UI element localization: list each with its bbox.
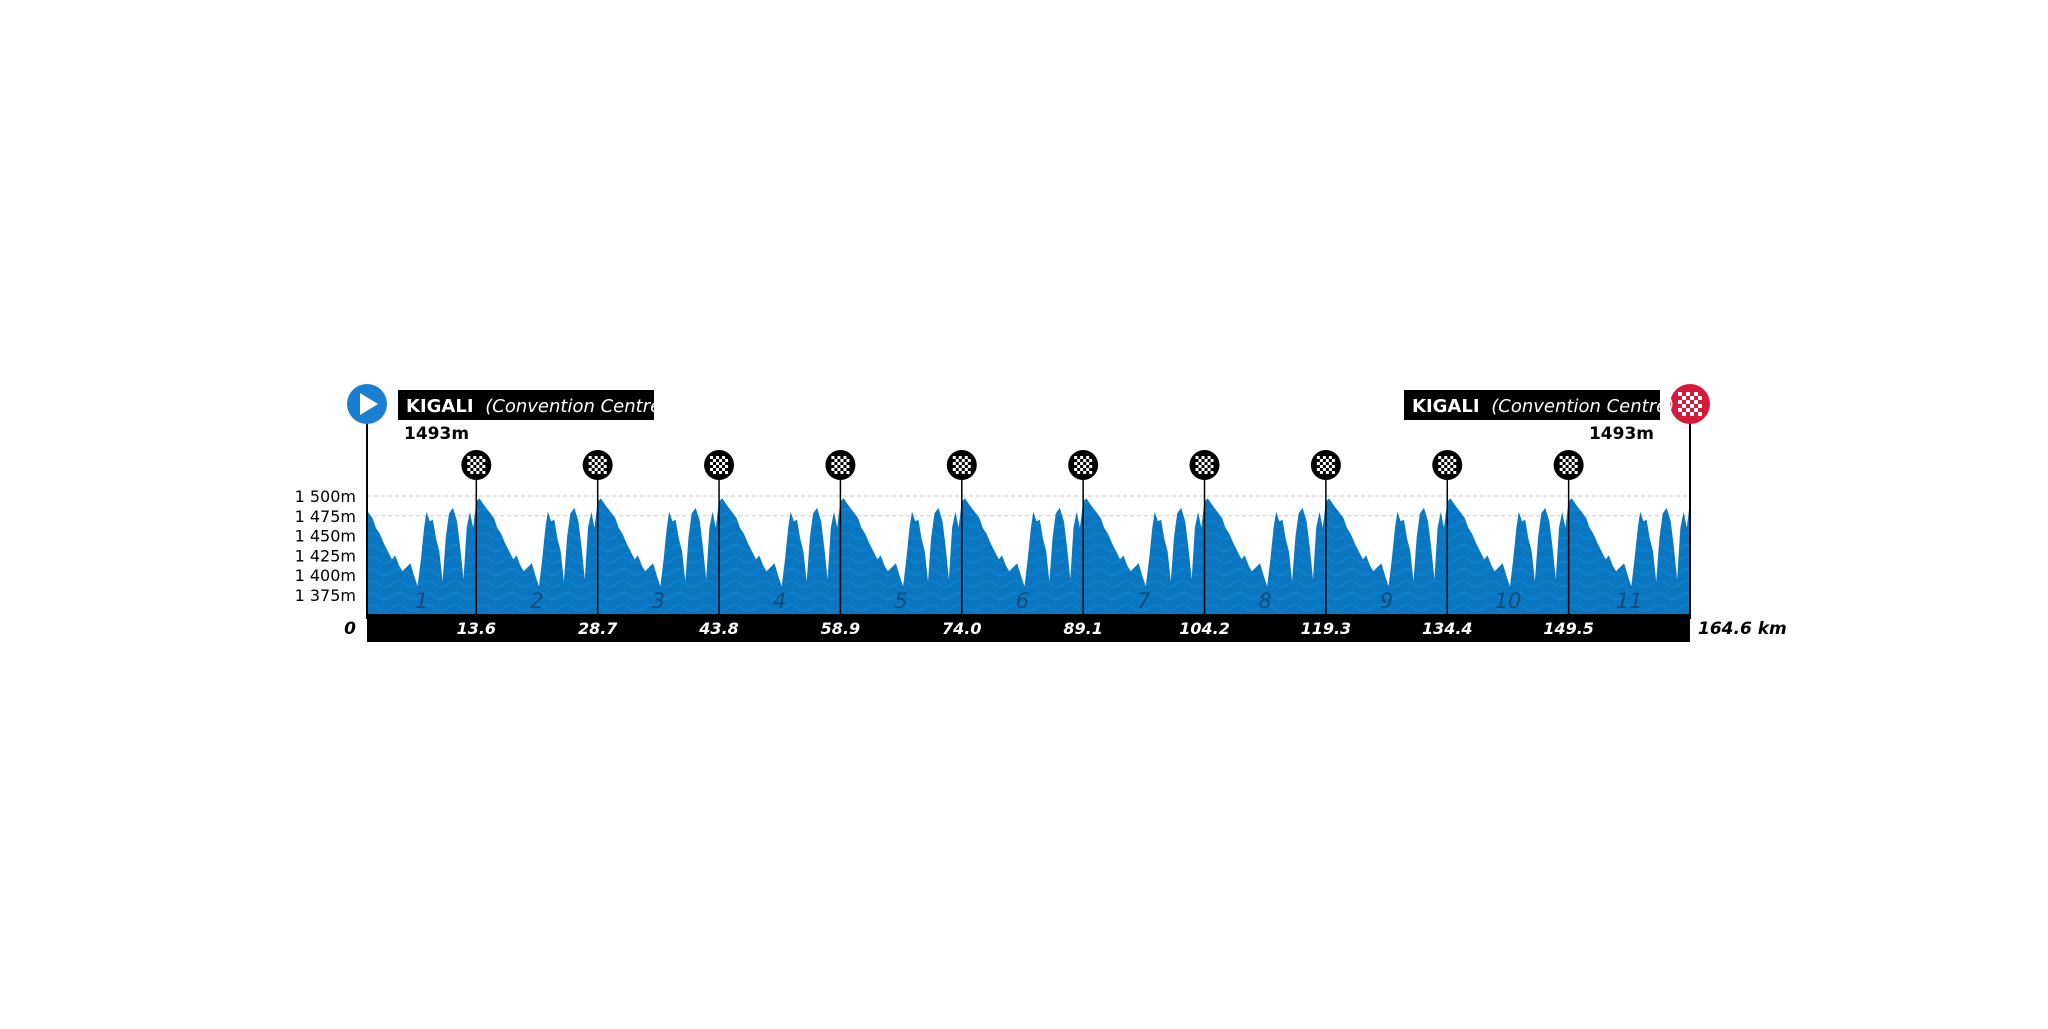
lap-marker <box>1068 450 1099 614</box>
checkered-flag-icon <box>1678 392 1702 416</box>
lap-marker <box>946 450 977 614</box>
y-tick-label: 1 425m <box>295 546 356 565</box>
lap-marker <box>461 450 492 614</box>
y-tick-label: 1 475m <box>295 507 356 526</box>
start-label-box <box>398 390 654 420</box>
lap-number-label: 2 <box>530 589 543 613</box>
finish-elevation: 1493m <box>1589 424 1654 444</box>
lap-marker <box>1553 450 1584 614</box>
lap-km-label: 149.5 <box>1543 619 1594 638</box>
lap-number-label: 8 <box>1259 589 1272 613</box>
lap-km-label: 104.2 <box>1179 619 1230 638</box>
finish-detail: (Convention Centre) <box>1491 396 1674 417</box>
lap-number-label: 11 <box>1616 589 1643 613</box>
lap-marker <box>1189 450 1220 614</box>
x-end-label: 164.6 km <box>1698 619 1787 639</box>
lap-km-label: 119.3 <box>1301 619 1352 638</box>
lap-number-label: 1 <box>415 589 428 613</box>
svg-text:KIGALI (Convention Cen: KIGALI (Convention Centre) <box>406 396 668 417</box>
start-name: KIGALI <box>406 396 474 417</box>
lap-number-label: 10 <box>1495 589 1522 613</box>
distance-band <box>367 614 1690 642</box>
lap-number-label: 5 <box>894 589 907 613</box>
start-annotation: KIGALI (Convention Centre) 1493m <box>347 384 668 619</box>
distance-axis-band <box>367 614 1690 642</box>
finish-name: KIGALI <box>1412 396 1480 417</box>
lap-km-label: 28.7 <box>578 619 618 638</box>
lap-marker <box>1310 450 1341 614</box>
lap-number-label: 6 <box>1016 589 1029 613</box>
y-tick-label: 1 375m <box>295 586 356 605</box>
lap-km-label: 89.1 <box>1063 619 1102 638</box>
svg-text:KIGALI (Convention Cen: KIGALI (Convention Centre) <box>1412 396 1674 417</box>
y-tick-label: 1 500m <box>295 487 356 506</box>
lap-number-label: 3 <box>652 589 665 613</box>
lap-km-label: 58.9 <box>821 619 860 638</box>
lap-marker <box>582 450 613 614</box>
lap-marker <box>825 450 856 614</box>
start-detail: (Convention Centre) <box>485 396 668 417</box>
lap-markers <box>461 450 1584 614</box>
finish-annotation: KIGALI (Convention Centre) 1493m <box>1404 384 1710 619</box>
x-start-label: 0 <box>344 619 356 639</box>
lap-km-label: 134.4 <box>1422 619 1473 638</box>
y-tick-label: 1 450m <box>295 527 356 546</box>
lap-marker <box>704 450 735 614</box>
elevation-gridlines <box>367 495 1690 517</box>
elevation-area-texture <box>367 498 1690 614</box>
lap-number-label: 7 <box>1137 589 1151 613</box>
y-tick-label: 1 400m <box>295 566 356 585</box>
play-icon <box>360 393 378 415</box>
lap-number-label: 9 <box>1380 589 1393 613</box>
finish-label-box <box>1404 390 1660 420</box>
lap-km-label: 43.8 <box>698 619 738 638</box>
lap-marker <box>1432 450 1463 614</box>
elevation-area <box>367 498 1690 614</box>
lap-km-label: 74.0 <box>942 619 981 638</box>
start-elevation: 1493m <box>404 424 469 444</box>
lap-km-label: 13.6 <box>457 619 496 638</box>
lap-number-label: 4 <box>773 589 786 613</box>
